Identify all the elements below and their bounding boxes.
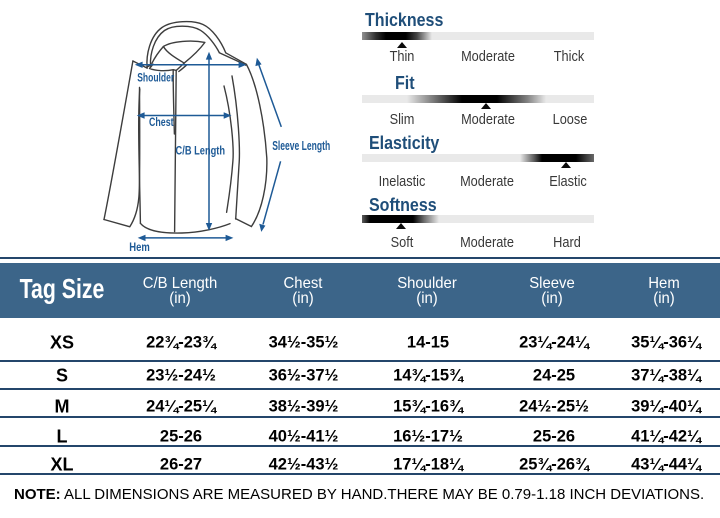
svg-text:Chest: Chest bbox=[149, 117, 174, 129]
svg-text:Shoulder: Shoulder bbox=[137, 72, 174, 84]
svg-text:Hem: Hem bbox=[129, 242, 150, 254]
svg-text:C/B Length: C/B Length bbox=[176, 146, 226, 158]
svg-text:Sleeve Length: Sleeve Length bbox=[272, 139, 330, 153]
